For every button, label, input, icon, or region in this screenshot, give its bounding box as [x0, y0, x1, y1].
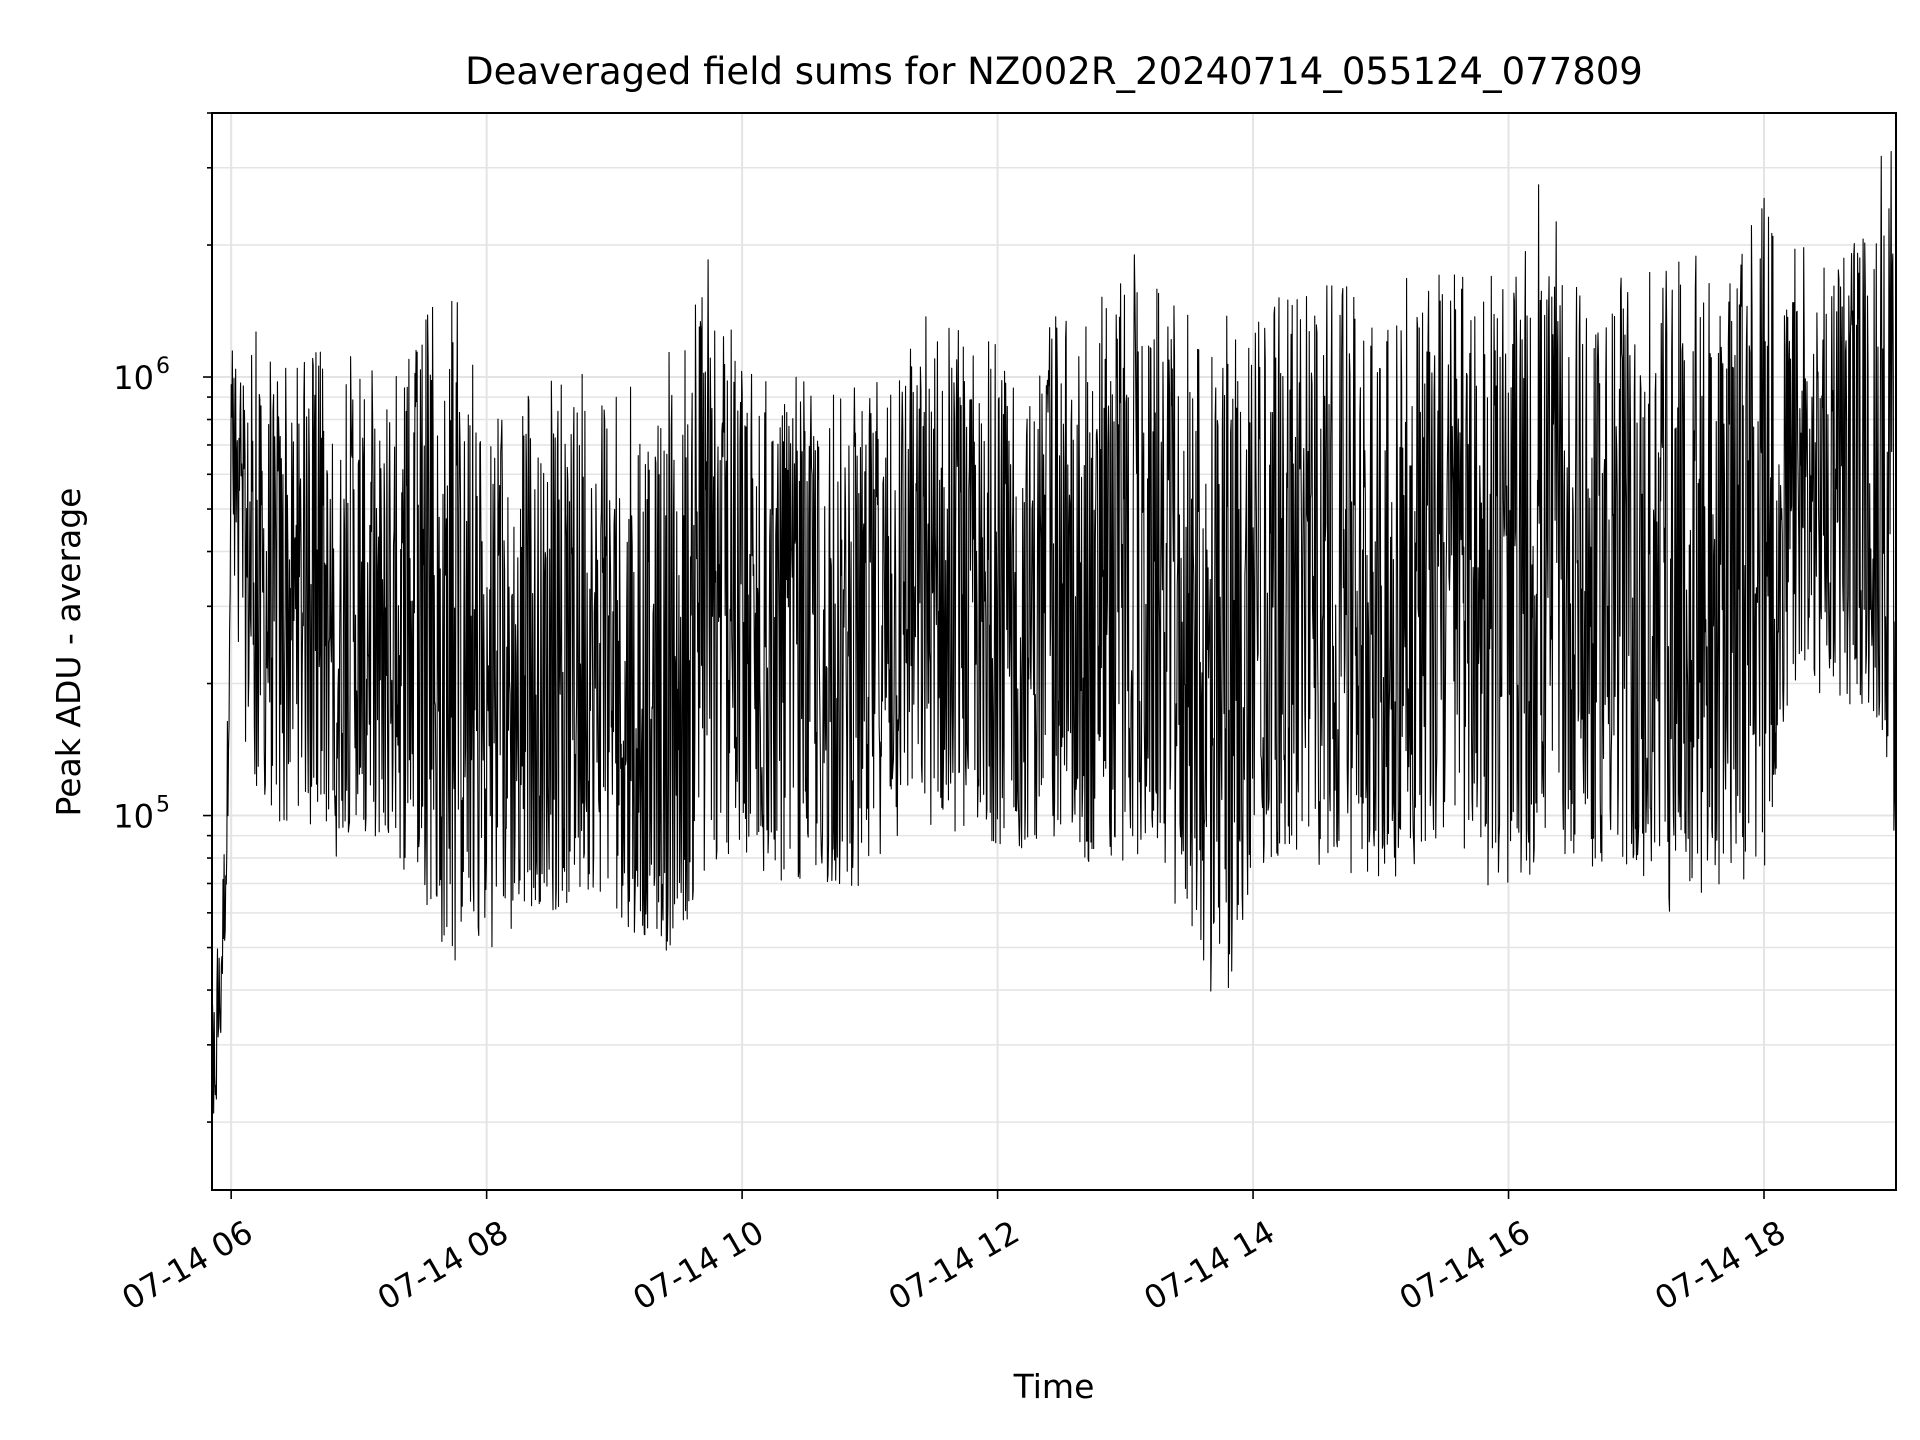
y-tick-label: 10 [113, 798, 154, 836]
y-axis-label: Peak ADU - average [49, 488, 88, 817]
plot-area [211, 150, 1897, 1114]
y-tick-exponent: 5 [156, 793, 170, 818]
y-tick-label: 10 [113, 359, 154, 397]
series-line-0 [211, 150, 1897, 1114]
plot-frame [211, 112, 1897, 1191]
chart-title: Deaveraged field sums for NZ002R_2024071… [465, 50, 1643, 93]
y-tick-exponent: 6 [156, 354, 170, 379]
x-axis-label: Time [1013, 1367, 1095, 1406]
